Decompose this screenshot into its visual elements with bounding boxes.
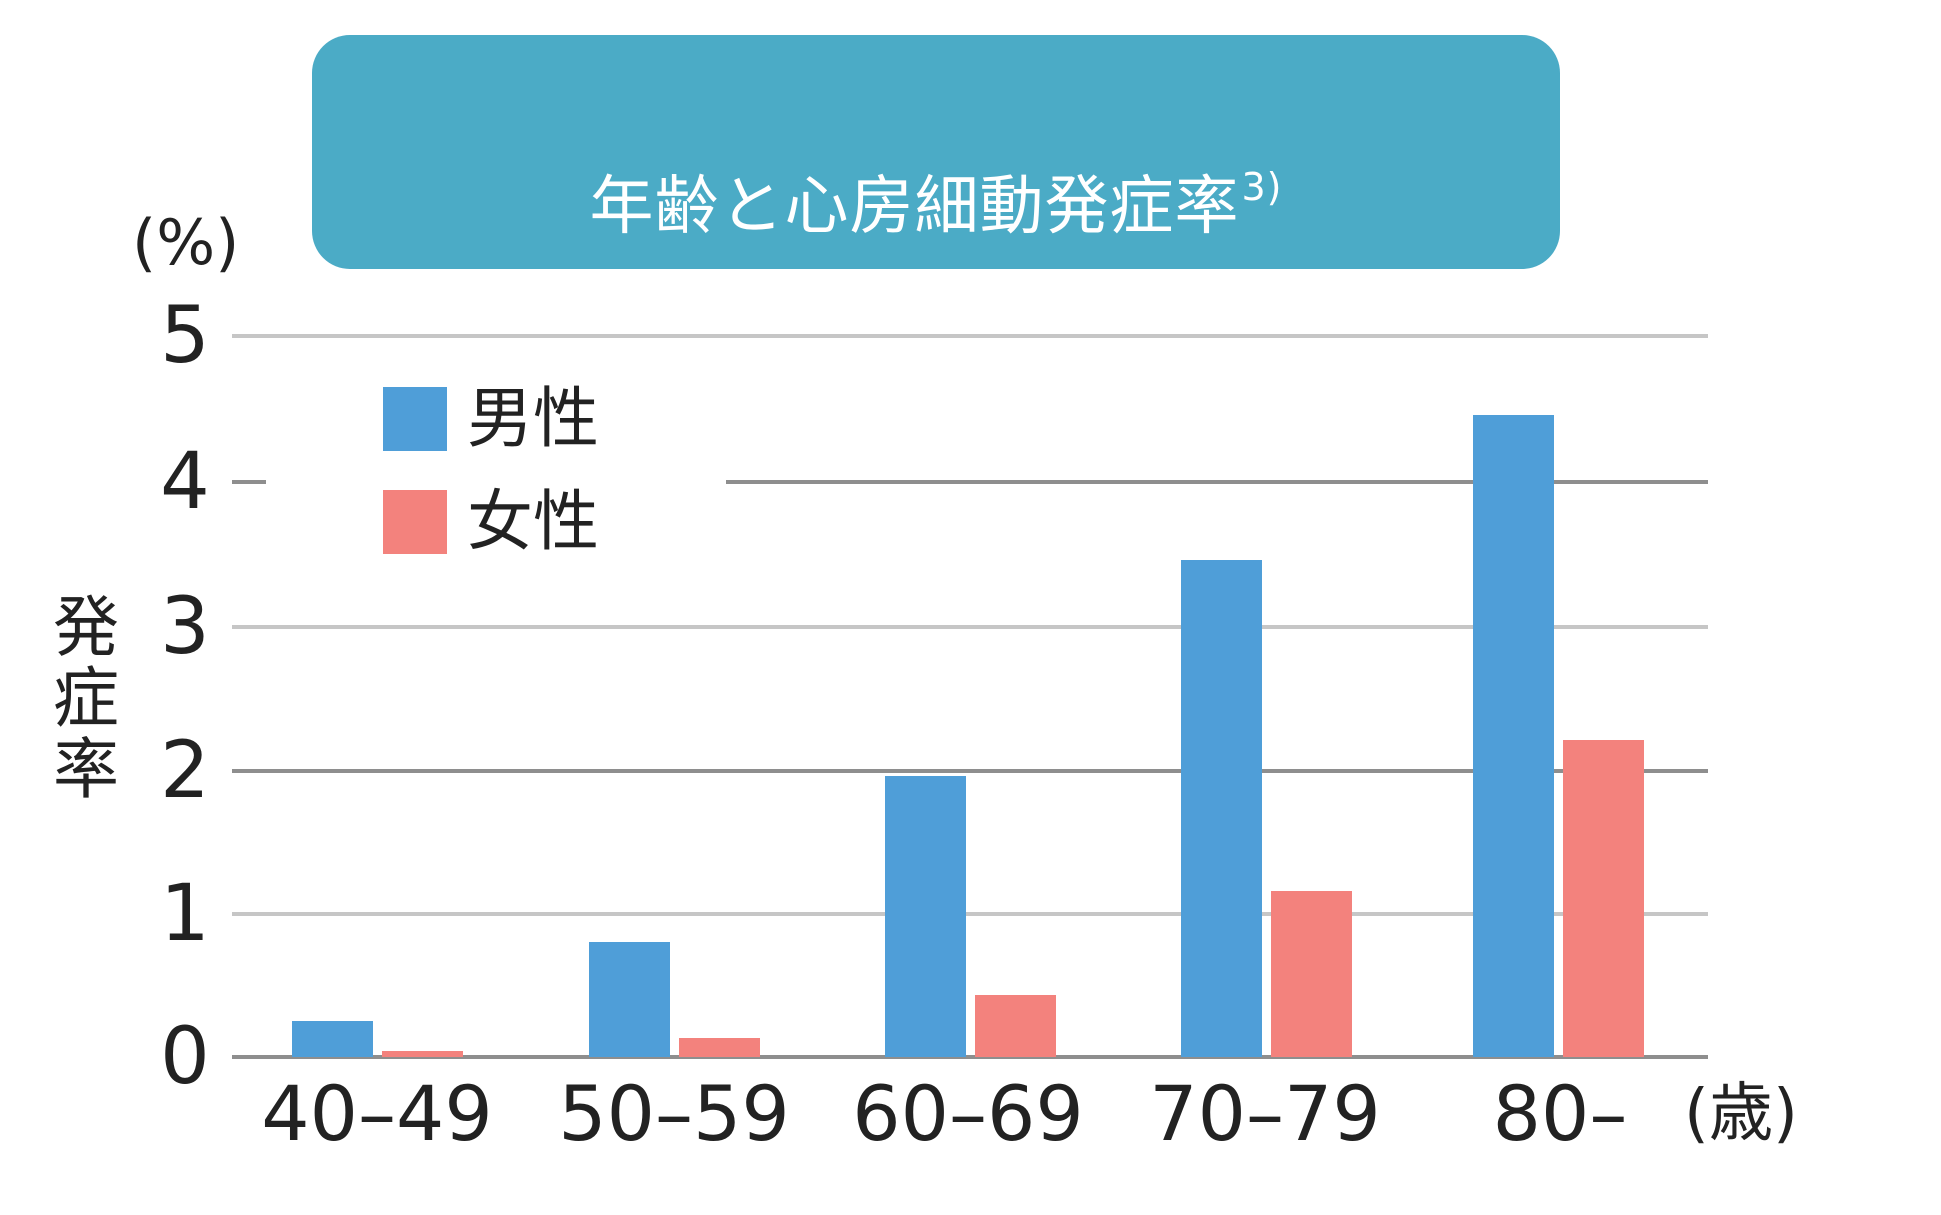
x-tick-label: 40–49 <box>261 1069 493 1158</box>
gridline-4 <box>232 480 1708 484</box>
gridline-2 <box>232 769 1708 773</box>
x-tick-label: 70–79 <box>1149 1069 1381 1158</box>
legend-label-female: 女性 <box>467 483 599 560</box>
y-tick-label: 2 <box>160 726 210 816</box>
bar-male-3 <box>1181 560 1262 1057</box>
chart-title-banner: 年齢と心房細動発症率3) <box>312 35 1560 269</box>
y-tick-label: 3 <box>160 582 210 672</box>
y-tick-label: 4 <box>160 437 210 527</box>
gridline-5 <box>232 334 1708 338</box>
y-axis-label-char: 症 <box>53 660 119 737</box>
legend-label-male: 男性 <box>467 380 599 457</box>
x-axis-baseline <box>232 1055 1708 1059</box>
x-tick-label: 50–59 <box>558 1069 790 1158</box>
chart-title-text: 年齢と心房細動発症率 <box>589 170 1240 244</box>
bar-female-2 <box>975 995 1056 1057</box>
bar-female-0 <box>382 1051 463 1057</box>
y-tick-label: 5 <box>160 291 210 381</box>
bar-male-0 <box>292 1021 373 1057</box>
x-tick-label: 80– <box>1492 1069 1628 1158</box>
bar-male-1 <box>589 942 670 1057</box>
bar-female-1 <box>679 1038 760 1057</box>
y-tick-label: 1 <box>160 869 210 959</box>
y-axis-unit: (%) <box>132 206 240 279</box>
y-tick-label: 0 <box>160 1012 210 1102</box>
gridline-3 <box>232 625 1708 629</box>
y-axis-label-char: 率 <box>53 731 119 808</box>
y-axis-label-char: 発 <box>53 589 119 666</box>
bar-female-3 <box>1271 891 1352 1057</box>
bar-female-4 <box>1563 740 1644 1057</box>
legend-gridline-mask <box>266 476 726 484</box>
gridline-1 <box>232 912 1708 916</box>
x-tick-label: 60–69 <box>852 1069 1084 1158</box>
x-axis-unit: (歳) <box>1684 1077 1798 1151</box>
chart-title-reference: 3) <box>1241 165 1283 209</box>
bar-male-2 <box>885 776 966 1057</box>
legend-swatch-male <box>383 387 447 451</box>
y-axis-label: 発 症 率 <box>48 592 124 805</box>
legend-swatch-female <box>383 490 447 554</box>
chart-title: 年齢と心房細動発症率3) <box>312 147 1560 247</box>
bar-male-4 <box>1473 415 1554 1057</box>
